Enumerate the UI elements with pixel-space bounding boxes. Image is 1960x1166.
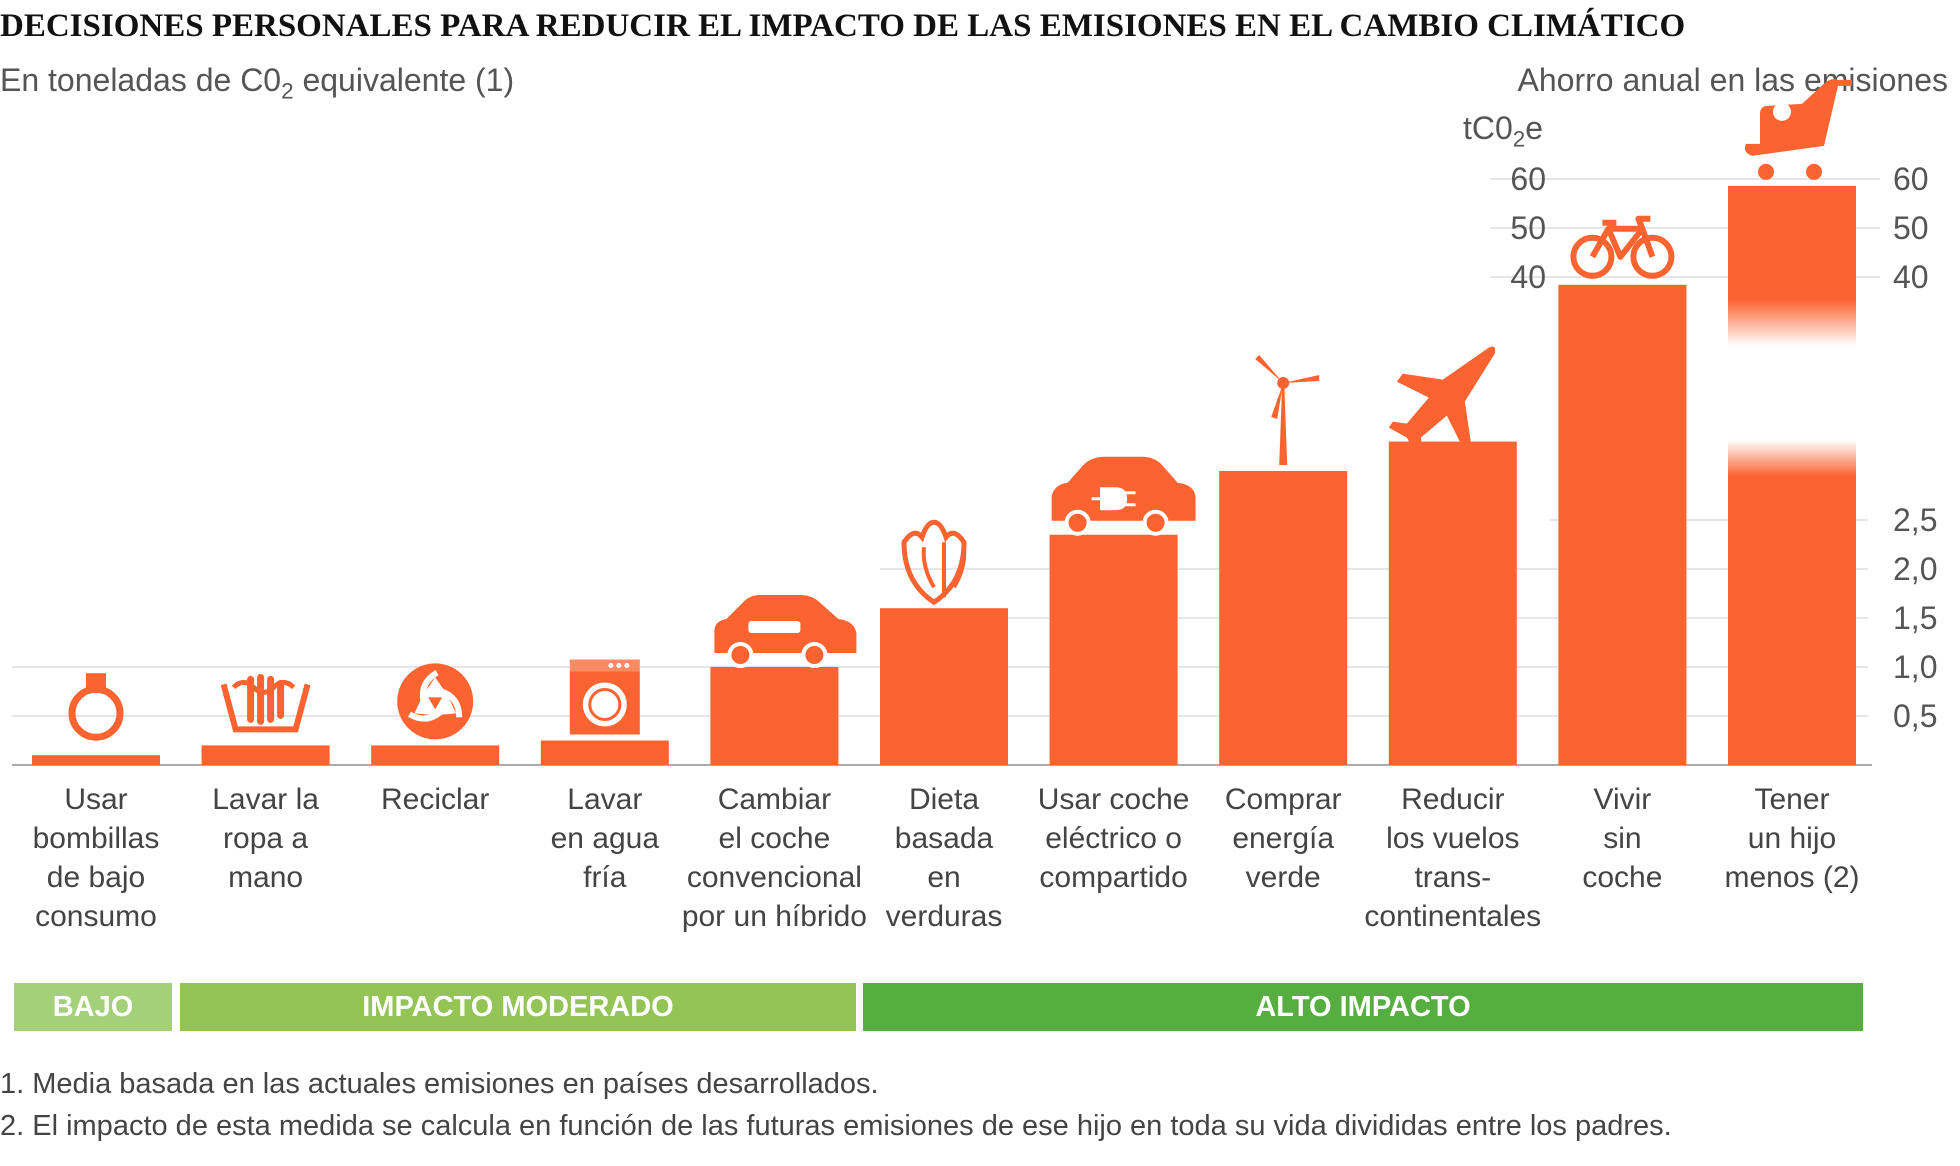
category-label-line: Vivir [1593,783,1652,816]
bar [880,608,1008,765]
tick-label: 2,0 [1893,551,1937,587]
bar [371,745,500,765]
bar [710,667,839,765]
category-label: Reducir los vuelos trans-continentales [1358,780,1548,936]
bar [540,740,669,765]
bar [32,755,160,765]
category-label-line: verde [1245,861,1321,894]
category-label-line: fría [583,861,627,894]
category-label-line: en [927,861,961,894]
category-label-line: Lavar la [212,783,319,816]
category-label-line: Tener [1754,783,1830,816]
category-label-line: Reducir [1401,783,1505,816]
bar [1049,534,1178,765]
bar [1558,284,1687,765]
tick-label: 60 [1893,161,1929,197]
category-label-line: Usar coche [1037,783,1190,816]
bar [1388,441,1517,765]
category-label-line: los vuelos [1386,822,1520,855]
tick-label: 1,5 [1893,600,1937,636]
category-label-line: verduras [885,900,1003,933]
category-label-line: un hijo [1747,822,1837,855]
washing-machine-icon [569,659,640,735]
category-label-line: convencional [686,861,862,894]
category-label-line: Lavar [567,783,643,816]
tick-label: 50 [1510,210,1546,246]
impact-band: BAJO [14,983,172,1031]
category-label: Tener un hijo menos (2) [1697,780,1887,897]
tick-label: 2,5 [1893,502,1937,538]
axis-unit: tC02e [1463,110,1544,152]
category-label-line: Usar [64,783,128,816]
footnote: 2. El impacto de esta medida se calcula … [0,1110,1672,1142]
category-label-line: por un híbrido [681,900,867,933]
category-label-line: el coche [718,822,831,855]
category-label: Usar bombillas de bajo consumo [1,780,191,936]
category-label-line: ropa a [223,822,309,855]
category-label-line: continentales [1364,900,1542,933]
axis-break-fade [1726,300,1858,346]
category-label: Lavar la ropa a mano [171,780,361,897]
axis-break-fade [1726,440,1858,476]
category-label-line: consumo [35,900,157,933]
impact-band: ALTO IMPACTO [863,983,1863,1031]
bicycle-icon [1570,215,1675,279]
category-label-line: Dieta [908,783,980,816]
category-label: Dieta basada en verduras [849,780,1039,936]
category-label-line: Comprar [1224,783,1342,816]
category-label-line: coche [1582,861,1663,894]
bar [1219,471,1348,765]
bar [1728,440,1856,765]
tick-label: 40 [1510,259,1546,295]
tick-label: 50 [1893,210,1929,246]
category-label-line: Reciclar [381,783,490,816]
electric-car-icon [1051,456,1196,536]
chart-title: DECISIONES PERSONALES PARA REDUCIR EL IM… [0,8,1686,44]
tick-label: 40 [1893,259,1929,295]
stroller-icon [1744,79,1852,180]
category-label-line: bombillas [32,822,160,855]
recycle-icon [397,663,474,740]
category-label: Usar coche eléctrico o compartido [1019,780,1209,897]
category-label-line: mano [228,861,304,894]
wind-turbine-icon [1255,355,1320,465]
category-label-line: trans- [1414,861,1492,894]
category-label-line: compartido [1039,861,1188,894]
footnote: 1. Media basada en las actuales emisione… [0,1068,879,1100]
tick-label: 60 [1510,161,1546,197]
category-label-line: Cambiar [717,783,832,816]
category-label-line: eléctrico o [1045,822,1182,855]
bar [201,745,330,765]
category-label: Cambiar el coche convencional por un híbrid… [679,780,869,936]
category-label-line: menos (2) [1724,861,1860,894]
category-label: Vivir sin coche [1527,780,1717,897]
hand-wash-icon [220,673,311,733]
tick-label: 1,0 [1893,649,1937,685]
impact-band: IMPACTO MODERADO [180,983,856,1031]
airplane-icon [1388,346,1496,456]
lightbulb-icon [68,673,124,741]
category-label-line: en agua [550,822,660,855]
axis-title: Ahorro anual en las emisiones [1517,62,1948,98]
category-label: Comprar energía verde [1188,780,1378,897]
tick-label: 0,5 [1893,698,1937,734]
category-label-line: basada [894,822,994,855]
category-label-line: de bajo [46,861,146,894]
category-label-line: energía [1232,822,1335,855]
category-label: Lavar en agua fría [510,780,700,897]
category-label-line: sin [1603,822,1642,855]
category-label: Reciclar [340,780,530,819]
chart-subtitle: En toneladas de C02 equivalente (1) [0,62,515,104]
car-icon [714,595,857,668]
vegetable-icon [901,519,967,606]
